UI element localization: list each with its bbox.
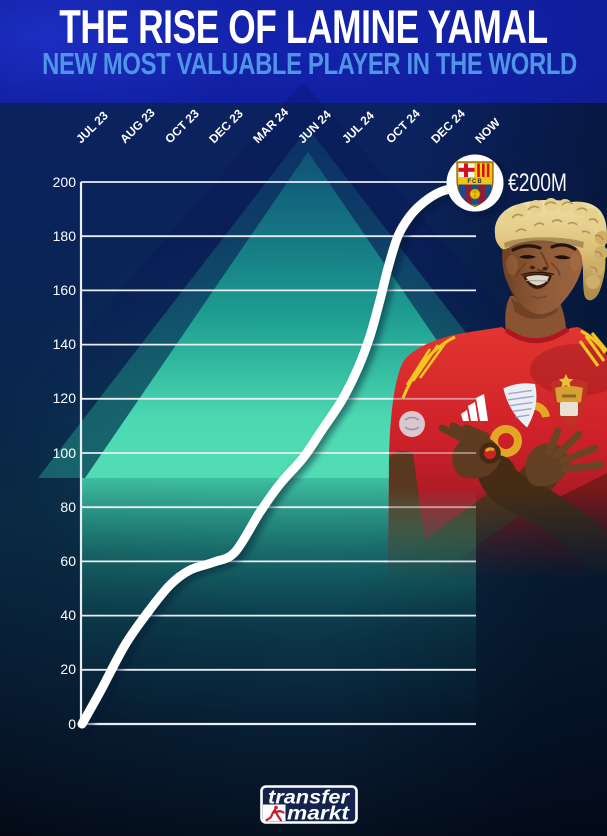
svg-text:JUL 24: JUL 24	[339, 108, 377, 146]
svg-text:140: 140	[53, 336, 77, 352]
svg-text:€200M: €200M	[508, 169, 567, 197]
svg-text:FCB: FCB	[467, 179, 482, 185]
svg-text:OCT 24: OCT 24	[383, 106, 423, 146]
svg-text:80: 80	[60, 499, 76, 515]
svg-text:200: 200	[53, 174, 77, 190]
svg-text:180: 180	[53, 228, 77, 244]
svg-text:DEC 24: DEC 24	[428, 106, 468, 146]
svg-text:160: 160	[53, 282, 77, 298]
svg-text:OCT 23: OCT 23	[162, 106, 202, 146]
svg-text:JUL 23: JUL 23	[73, 108, 111, 146]
svg-text:AUG 23: AUG 23	[117, 105, 158, 146]
svg-text:60: 60	[60, 553, 76, 569]
svg-text:NOW: NOW	[472, 115, 503, 146]
svg-text:20: 20	[60, 661, 76, 677]
svg-text:100: 100	[53, 445, 77, 461]
svg-text:DEC 23: DEC 23	[206, 106, 246, 146]
svg-text:40: 40	[60, 607, 76, 623]
svg-text:markt: markt	[287, 804, 350, 825]
svg-text:transfer: transfer	[268, 788, 351, 809]
svg-text:0: 0	[68, 716, 76, 732]
svg-text:120: 120	[53, 390, 77, 406]
